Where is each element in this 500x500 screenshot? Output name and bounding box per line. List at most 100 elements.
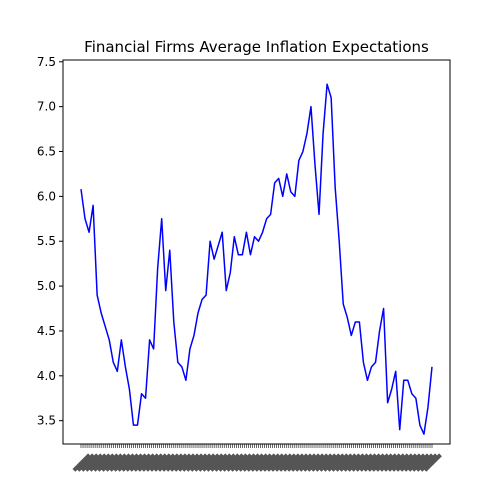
x-tick-label-illegible <box>395 453 414 472</box>
y-tick-label: 3.5 <box>37 414 56 428</box>
x-tick-label-illegible <box>346 453 366 472</box>
x-tick-label-illegible <box>278 453 297 472</box>
x-tick-label-illegible <box>350 453 370 472</box>
x-tick-label-illegible <box>322 453 342 472</box>
x-tick-label-illegible <box>407 453 426 472</box>
x-tick-label-illegible <box>415 453 434 472</box>
x-tick-label-illegible <box>128 453 148 472</box>
x-tick-label-illegible <box>314 453 333 472</box>
x-tick-label-illegible <box>161 453 180 472</box>
x-tick-label-illegible <box>403 453 422 472</box>
x-tick-label-illegible <box>221 453 241 472</box>
x-tick-label-illegible <box>153 453 172 472</box>
y-tick-label: 5.5 <box>37 234 56 248</box>
x-tick-label-illegible <box>411 453 430 472</box>
x-tick-label-illegible <box>209 453 229 472</box>
x-tick-label-illegible <box>185 453 204 472</box>
x-tick-label-illegible <box>92 453 112 472</box>
x-tick-label-illegible <box>157 453 176 472</box>
x-tick-label-illegible <box>116 453 136 472</box>
x-tick-label-illegible <box>88 453 108 472</box>
x-tick-label-illegible <box>286 453 305 472</box>
x-tick-label-illegible <box>367 453 386 472</box>
series-line-0 <box>80 83 433 435</box>
x-tick-label-illegible <box>80 453 99 472</box>
x-tick-label-illegible <box>270 453 289 472</box>
x-tick-label-illegible <box>282 453 301 472</box>
x-tick-label-illegible <box>375 453 394 472</box>
x-tick-label-illegible <box>96 453 116 472</box>
x-tick-label-illegible <box>76 453 95 472</box>
x-tick-label-illegible <box>237 453 257 472</box>
x-tick-label-illegible <box>233 453 253 472</box>
x-tick-label-illegible <box>197 453 216 472</box>
x-tick-label-illegible <box>173 453 192 472</box>
y-axis-ticks: 3.5 4.0 4.5 5.0 5.5 6.0 6.5 7.0 7.5 <box>37 55 63 428</box>
x-axis-ticks <box>72 444 442 472</box>
x-tick-label-illegible <box>399 453 418 472</box>
x-tick-label-illegible <box>254 453 273 472</box>
x-tick-label-illegible <box>419 453 438 472</box>
x-tick-label-illegible <box>387 453 406 472</box>
x-tick-label-illegible <box>124 453 144 472</box>
x-tick-label-illegible <box>177 453 196 472</box>
x-tick-label-illegible <box>225 453 245 472</box>
y-tick-label: 4.0 <box>37 369 56 383</box>
x-tick-label-illegible <box>298 453 317 472</box>
x-tick-label-illegible <box>201 453 221 472</box>
y-tick-label: 7.5 <box>37 55 56 69</box>
x-tick-label-illegible <box>306 453 325 472</box>
plot-frame <box>62 59 451 445</box>
y-tick-label: 4.5 <box>37 324 56 338</box>
x-tick-label-illegible <box>241 453 261 472</box>
x-tick-label-illegible <box>342 453 362 472</box>
x-tick-label-illegible <box>100 453 120 472</box>
x-tick-label-illegible <box>326 453 346 472</box>
x-tick-label-illegible <box>84 453 104 472</box>
x-tick-label-illegible <box>137 453 156 472</box>
x-tick-label-illegible <box>310 453 329 472</box>
x-tick-label-illegible <box>423 453 442 472</box>
x-tick-label-illegible <box>145 453 164 472</box>
x-tick-label-illegible <box>217 453 237 472</box>
x-tick-label-illegible <box>104 453 124 472</box>
x-tick-label-illegible <box>120 453 140 472</box>
x-tick-label-illegible <box>358 453 378 472</box>
x-tick-label-illegible <box>181 453 200 472</box>
y-tick-label: 6.5 <box>37 145 56 159</box>
x-tick-label-illegible <box>133 453 152 472</box>
x-tick-label-illegible <box>149 453 168 472</box>
y-tick-label: 7.0 <box>37 100 56 114</box>
x-tick-label-illegible <box>189 453 208 472</box>
plot-area <box>80 83 433 435</box>
x-tick-label-illegible <box>274 453 293 472</box>
x-tick-label-illegible <box>213 453 233 472</box>
chart-title: Financial Firms Average Inflation Expect… <box>84 38 429 56</box>
x-tick-label-illegible <box>302 453 321 472</box>
x-tick-label-illegible <box>169 453 188 472</box>
x-tick-label-illegible <box>165 453 184 472</box>
y-tick-label: 6.0 <box>37 189 56 203</box>
x-tick-label-illegible <box>371 453 390 472</box>
x-tick-label-illegible <box>362 453 382 472</box>
x-tick-label-illegible <box>338 453 358 472</box>
x-tick-label-illegible <box>112 453 132 472</box>
x-tick-label-illegible <box>229 453 249 472</box>
x-tick-label-illegible <box>294 453 313 472</box>
x-tick-label-illegible <box>72 453 91 472</box>
x-tick-label-illegible <box>379 453 398 472</box>
x-tick-label-illegible <box>245 453 265 472</box>
x-tick-label-illegible <box>266 453 285 472</box>
x-tick-label-illegible <box>250 453 269 472</box>
x-tick-label-illegible <box>383 453 402 472</box>
x-tick-label-illegible <box>290 453 309 472</box>
x-tick-label-illegible <box>258 453 277 472</box>
y-tick-label: 5.0 <box>37 279 56 293</box>
x-tick-label-illegible <box>141 453 160 472</box>
x-tick-label-illegible <box>205 453 225 472</box>
x-tick-label-illegible <box>334 453 354 472</box>
x-tick-label-illegible <box>330 453 350 472</box>
x-tick-label-illegible <box>193 453 212 472</box>
x-tick-label-illegible <box>262 453 281 472</box>
